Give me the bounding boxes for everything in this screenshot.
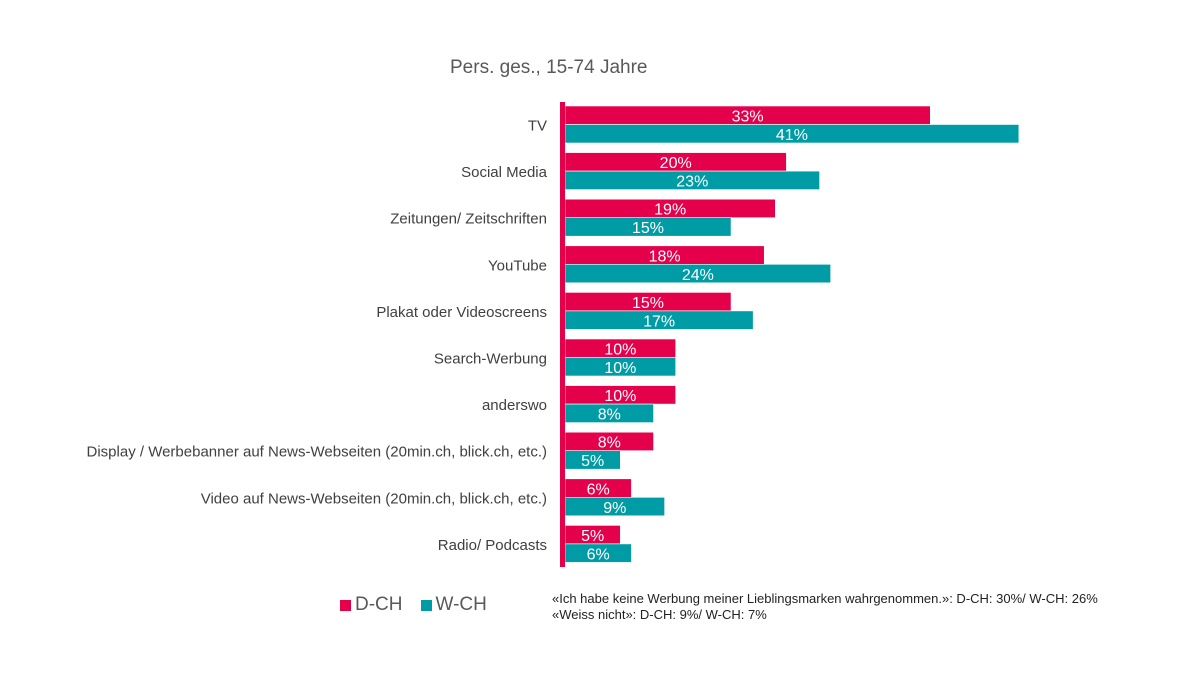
legend: D-CH W-CH (340, 594, 487, 616)
category-label: anderswo (482, 397, 547, 414)
category-label: Video auf News-Webseiten (20min.ch, blic… (201, 490, 547, 507)
data-label: 15% (632, 220, 664, 237)
y-axis-line (560, 102, 565, 567)
data-label: 17% (643, 313, 675, 330)
legend-label-dch: D-CH (355, 594, 403, 615)
category-label: Zeitungen/ Zeitschriften (390, 211, 547, 228)
category-label: Display / Werbebanner auf News-Webseiten… (87, 444, 547, 461)
footnotes: «Ich habe keine Werbung meiner Lieblings… (552, 591, 1098, 623)
data-label: 15% (632, 295, 664, 312)
data-label: 8% (598, 435, 621, 452)
legend-label-wch: W-CH (435, 594, 487, 615)
chart-title: Pers. ges., 15-74 Jahre (450, 57, 648, 78)
legend-item-wch: W-CH (420, 594, 487, 616)
data-label: 10% (604, 388, 636, 405)
data-label: 9% (603, 500, 626, 517)
category-label: YouTube (488, 257, 547, 274)
data-label: 24% (682, 267, 714, 284)
data-label: 8% (598, 407, 621, 424)
category-label: Search-Werbung (434, 351, 547, 368)
data-label: 5% (581, 453, 604, 470)
data-label: 5% (581, 528, 604, 545)
category-label: Plakat oder Videoscreens (376, 304, 547, 321)
data-label: 20% (660, 155, 692, 172)
legend-item-dch: D-CH (340, 594, 403, 616)
category-label: TV (528, 118, 547, 135)
data-label: 41% (776, 127, 808, 144)
data-label: 18% (649, 248, 681, 265)
legend-swatch-wch (420, 599, 432, 611)
footnote-dont-know: «Weiss nicht»: D-CH: 9%/ W-CH: 7% (552, 607, 767, 622)
data-label: 23% (676, 174, 708, 191)
data-label: 33% (732, 109, 764, 126)
data-label: 10% (604, 360, 636, 377)
category-label: Social Media (461, 164, 548, 181)
data-label: 19% (654, 202, 686, 219)
data-label: 6% (587, 481, 610, 498)
category-label: Radio/ Podcasts (438, 537, 547, 554)
footnote-no-ads: «Ich habe keine Werbung meiner Lieblings… (552, 591, 1098, 606)
data-label: 10% (604, 342, 636, 359)
legend-swatch-dch (340, 599, 351, 611)
data-label: 6% (587, 546, 610, 563)
